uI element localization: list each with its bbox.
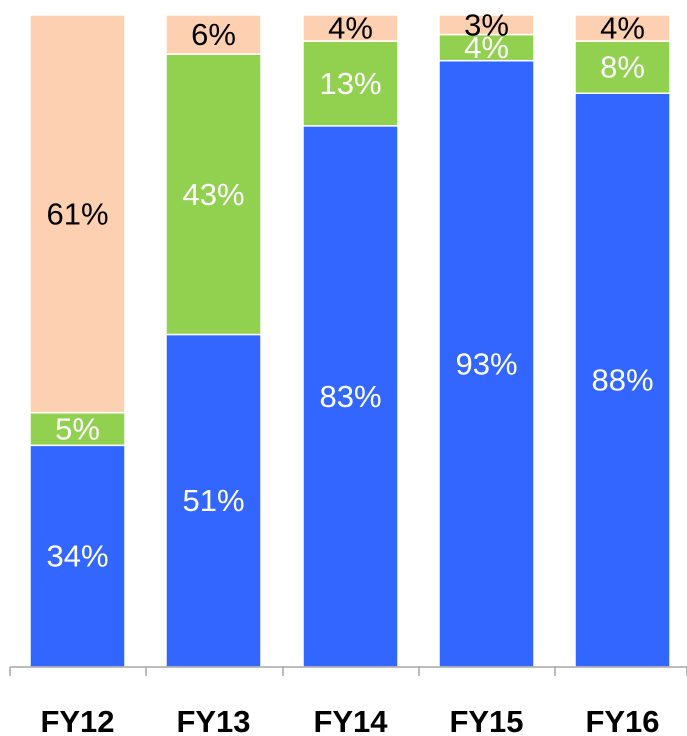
bar-segment-fy12-0 <box>29 444 126 668</box>
bar-segment-fy13-1 <box>165 53 262 336</box>
bar-segment-fy12-1 <box>29 411 126 447</box>
category-label-fy13: FY13 <box>176 704 250 736</box>
bars-group: 34%5%61%51%43%6%83%13%4%93%4%3%88%8%4% <box>29 7 671 668</box>
data-label-fy15-0: 93% <box>455 346 517 381</box>
data-label-fy14-2: 4% <box>328 11 373 46</box>
bar-segment-fy14-2 <box>302 14 399 42</box>
bar-segment-fy16-2 <box>574 14 671 42</box>
bar-segment-fy15-1 <box>438 33 535 62</box>
data-label-fy12-1: 5% <box>55 412 100 447</box>
bar-segment-fy15-0 <box>438 59 535 668</box>
category-labels: FY12 FY13 FY14 FY15 FY16 <box>40 704 659 736</box>
x-axis <box>9 666 687 676</box>
data-label-fy13-0: 51% <box>182 483 244 518</box>
category-label-fy12: FY12 <box>40 704 114 736</box>
data-label-fy13-2: 6% <box>191 17 236 52</box>
data-label-fy14-1: 13% <box>319 66 381 101</box>
data-label-fy15-2: 3% <box>464 7 509 42</box>
data-label-fy12-2: 61% <box>46 196 108 231</box>
data-label-fy16-2: 4% <box>600 11 645 46</box>
data-label-fy14-0: 83% <box>319 379 381 414</box>
data-label-fy16-1: 8% <box>600 50 645 85</box>
data-label-fy15-1: 4% <box>464 30 509 65</box>
category-label-fy16: FY16 <box>585 704 659 736</box>
category-label-fy15: FY15 <box>449 704 523 736</box>
bar-segment-fy16-0 <box>574 92 671 668</box>
data-label-fy13-1: 43% <box>182 177 244 212</box>
data-label-fy12-0: 34% <box>46 539 108 574</box>
bar-segment-fy15-2 <box>438 14 535 36</box>
data-label-fy16-0: 88% <box>591 363 653 398</box>
bar-segment-fy12-2 <box>29 14 126 414</box>
bar-segment-fy13-0 <box>165 333 262 668</box>
category-label-fy14: FY14 <box>313 704 388 736</box>
bar-segment-fy16-1 <box>574 40 671 94</box>
bar-segment-fy13-2 <box>165 14 262 55</box>
bar-segment-fy14-1 <box>302 40 399 127</box>
